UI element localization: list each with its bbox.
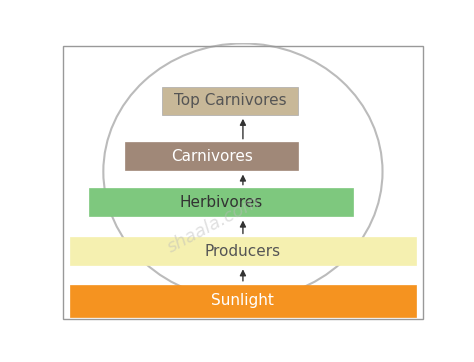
FancyBboxPatch shape	[70, 237, 416, 265]
FancyBboxPatch shape	[162, 87, 298, 114]
Text: shaala.com: shaala.com	[164, 193, 263, 257]
Text: Sunlight: Sunlight	[211, 293, 274, 308]
FancyBboxPatch shape	[70, 285, 416, 317]
FancyBboxPatch shape	[125, 142, 298, 170]
FancyBboxPatch shape	[89, 188, 353, 216]
Text: Carnivores: Carnivores	[171, 149, 253, 164]
Text: Top Carnivores: Top Carnivores	[174, 93, 286, 108]
Text: Herbivores: Herbivores	[179, 195, 263, 210]
Text: Producers: Producers	[205, 244, 281, 258]
